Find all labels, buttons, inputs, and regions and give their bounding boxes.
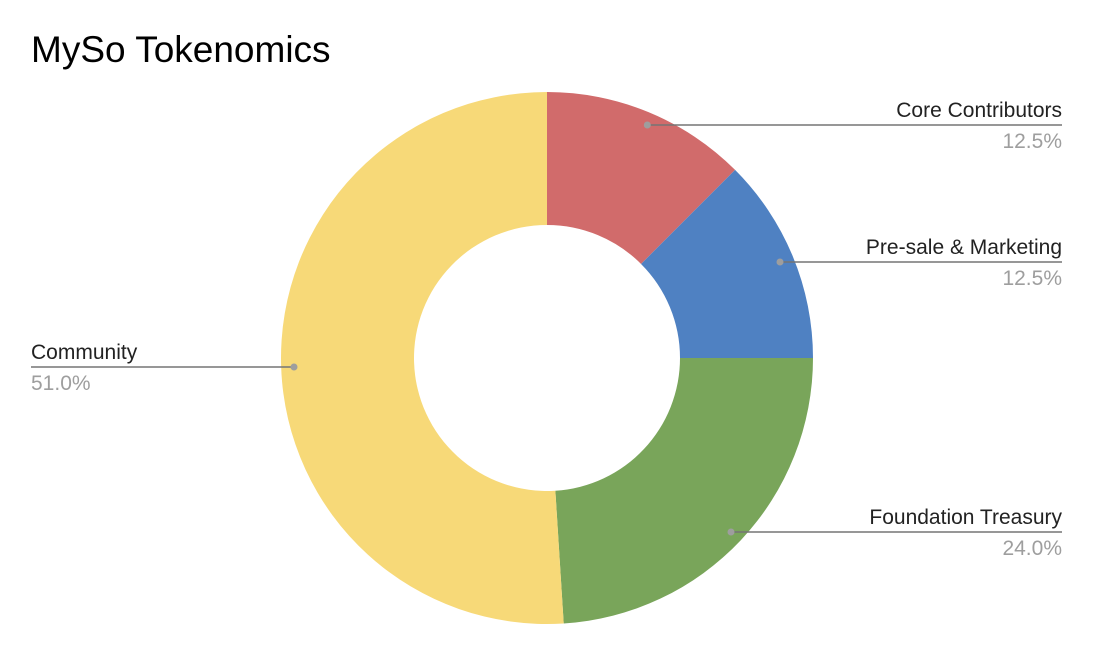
- slice-percent-label: 24.0%: [1002, 537, 1062, 560]
- leader-dot: [643, 121, 651, 129]
- leader-dot: [290, 363, 298, 371]
- chart-title: MySo Tokenomics: [31, 29, 331, 70]
- slice-label: Community: [31, 341, 138, 364]
- slice-community: [280, 92, 564, 624]
- slice-label: Foundation Treasury: [869, 506, 1062, 529]
- slice-percent-label: 12.5%: [1002, 130, 1062, 153]
- leader-dot: [776, 258, 784, 266]
- leader-dot: [727, 528, 735, 536]
- slice-pre-sale-marketing: [641, 169, 814, 358]
- slice-percent-label: 51.0%: [31, 372, 91, 395]
- slice-core-contributors: [547, 92, 736, 264]
- slices-layer: [280, 92, 814, 624]
- slice-foundation-treasury: [555, 358, 813, 624]
- slice-label: Pre-sale & Marketing: [866, 236, 1062, 259]
- slice-label: Core Contributors: [896, 99, 1062, 122]
- slice-percent-label: 12.5%: [1002, 267, 1062, 290]
- labels-layer: Core Contributors 12.5% Pre-sale & Marketi…: [31, 99, 1063, 560]
